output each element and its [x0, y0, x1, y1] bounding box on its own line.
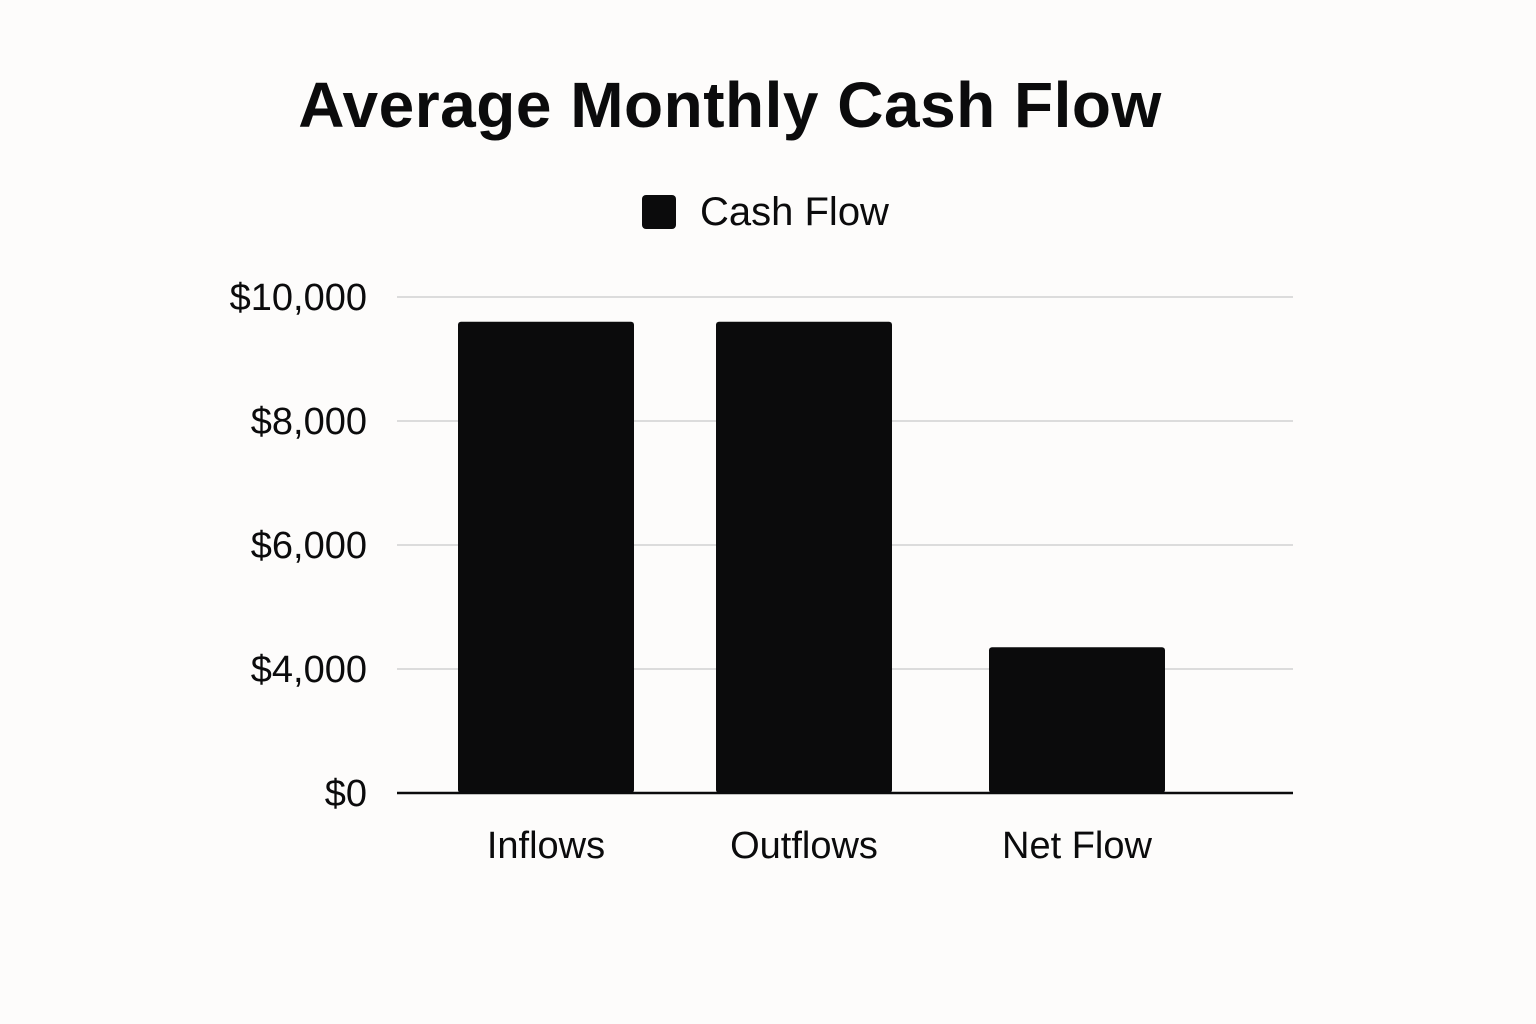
legend-label: Cash Flow	[700, 189, 889, 234]
y-tick-label: $8,000	[251, 401, 367, 443]
chart-title: Average Monthly Cash Flow	[298, 69, 1162, 141]
y-tick-label: $6,000	[251, 525, 367, 567]
bar-outflows	[716, 321, 892, 793]
legend: Cash Flow	[642, 190, 889, 234]
y-tick-label: $4,000	[251, 649, 367, 691]
bar-net-flow	[989, 647, 1165, 793]
legend-swatch	[642, 195, 676, 229]
x-tick-label: Inflows	[487, 825, 605, 867]
y-tick-label: $0	[325, 773, 367, 815]
y-axis: $0 $4,000 $6,000 $8,000 $10,000	[230, 277, 367, 815]
bar-inflows	[458, 321, 634, 793]
x-axis: Inflows Outflows Net Flow	[397, 791, 1293, 867]
x-tick-label: Outflows	[730, 825, 878, 867]
x-tick-label: Net Flow	[1002, 825, 1152, 867]
bars	[458, 321, 1165, 793]
y-tick-label: $10,000	[230, 277, 367, 319]
